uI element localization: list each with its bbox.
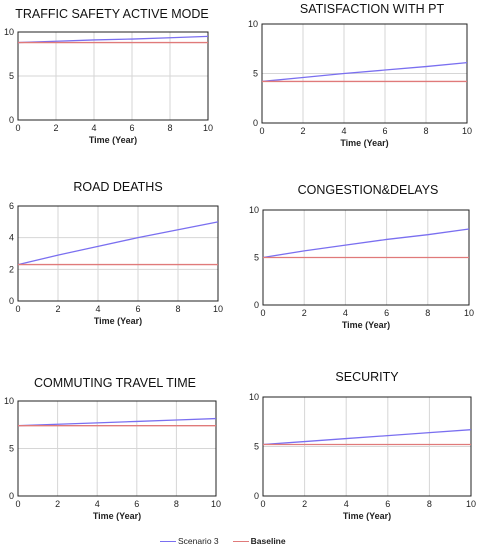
y-tick-label: 6 bbox=[9, 201, 14, 211]
x-tick-label: 0 bbox=[259, 126, 264, 136]
y-tick-label: 5 bbox=[254, 442, 259, 452]
y-tick-label: 0 bbox=[253, 118, 258, 128]
legend-swatch-scenario bbox=[160, 540, 176, 542]
chart-6: 0 2 4 6 8 10 0 5 10 Time (Year) bbox=[249, 392, 476, 521]
y-tick-label: 10 bbox=[249, 392, 259, 402]
chart-title: ROAD DEATHS bbox=[73, 180, 163, 194]
x-tick-label: 4 bbox=[95, 499, 100, 509]
x-tick-label: 4 bbox=[91, 123, 96, 133]
chart-2: 0 2 4 6 8 10 0 5 10 Time (Year) bbox=[248, 19, 472, 148]
y-tick-label: 5 bbox=[9, 71, 14, 81]
y-tick-label: 0 bbox=[9, 296, 14, 306]
x-tick-label: 4 bbox=[95, 304, 100, 314]
x-tick-label: 8 bbox=[174, 499, 179, 509]
plot-frame bbox=[262, 396, 472, 497]
series-line-scenario bbox=[262, 228, 470, 259]
plot-frame bbox=[17, 31, 209, 121]
x-tick-label: 0 bbox=[15, 123, 20, 133]
x-tick-label: 0 bbox=[260, 499, 265, 509]
x-tick-label: 4 bbox=[343, 308, 348, 318]
y-tick-label: 10 bbox=[249, 205, 259, 215]
x-axis-label: Time (Year) bbox=[340, 138, 388, 148]
x-tick-label: 10 bbox=[462, 126, 472, 136]
x-tick-label: 10 bbox=[203, 123, 213, 133]
y-tick-label: 2 bbox=[9, 264, 14, 274]
chart-title: SATISFACTION WITH PT bbox=[299, 2, 445, 16]
x-tick-label: 2 bbox=[302, 499, 307, 509]
x-tick-label: 8 bbox=[175, 304, 180, 314]
plot-frame bbox=[261, 23, 468, 124]
y-tick-label: 5 bbox=[9, 444, 14, 454]
x-tick-label: 6 bbox=[129, 123, 134, 133]
x-tick-label: 8 bbox=[425, 308, 430, 318]
legend: Scenario 3 Baseline bbox=[160, 534, 300, 548]
y-tick-label: 0 bbox=[9, 491, 14, 501]
y-tick-label: 5 bbox=[254, 253, 259, 263]
plot-frame bbox=[17, 400, 217, 497]
chart-4: 0 2 4 6 8 10 0 5 10 Time (Year) bbox=[249, 205, 474, 330]
x-tick-label: 6 bbox=[385, 499, 390, 509]
x-tick-label: 10 bbox=[211, 499, 221, 509]
x-axis-label: Time (Year) bbox=[94, 316, 142, 326]
chart-title: TRAFFIC SAFETY ACTIVE MODE bbox=[15, 7, 209, 21]
legend-label-baseline: Baseline bbox=[250, 536, 286, 546]
x-axis-label: Time (Year) bbox=[93, 511, 141, 521]
y-tick-label: 10 bbox=[248, 19, 258, 29]
x-tick-label: 0 bbox=[260, 308, 265, 318]
series-line-scenario bbox=[17, 417, 217, 427]
x-tick-label: 2 bbox=[55, 499, 60, 509]
x-tick-label: 0 bbox=[15, 499, 20, 509]
x-tick-label: 10 bbox=[464, 308, 474, 318]
x-tick-label: 6 bbox=[134, 499, 139, 509]
legend-swatch-baseline bbox=[232, 540, 249, 542]
series-line-scenario bbox=[17, 221, 219, 266]
chart-title: COMMUTING TRAVEL TIME bbox=[33, 376, 197, 390]
y-tick-label: 4 bbox=[9, 233, 14, 243]
x-axis-label: Time (Year) bbox=[342, 320, 390, 330]
x-tick-label: 2 bbox=[300, 126, 305, 136]
x-axis-label: Time (Year) bbox=[343, 511, 391, 521]
y-tick-label: 0 bbox=[9, 115, 14, 125]
y-tick-label: 5 bbox=[253, 69, 258, 79]
legend-label-scenario: Scenario 3 bbox=[178, 536, 219, 546]
x-tick-label: 6 bbox=[384, 308, 389, 318]
chart-3: 0 2 4 6 8 10 0 2 4 6 Time (Year) bbox=[9, 201, 223, 326]
legend-item-scenario: Scenario 3 bbox=[160, 536, 219, 546]
x-tick-label: 10 bbox=[213, 304, 223, 314]
x-tick-label: 2 bbox=[55, 304, 60, 314]
series-line-scenario bbox=[262, 429, 472, 446]
x-tick-label: 10 bbox=[466, 499, 476, 509]
chart-1: 0 2 4 6 8 10 0 5 10 Time (Year) bbox=[4, 27, 213, 145]
series-line-scenario bbox=[17, 35, 209, 44]
chart-title: SECURITY bbox=[335, 370, 399, 384]
y-tick-label: 0 bbox=[254, 491, 259, 501]
x-tick-label: 2 bbox=[302, 308, 307, 318]
y-tick-label: 0 bbox=[254, 300, 259, 310]
x-tick-label: 8 bbox=[423, 126, 428, 136]
x-tick-label: 0 bbox=[15, 304, 20, 314]
chart-5: 0 2 4 6 8 10 0 5 10 Time (Year) bbox=[4, 396, 221, 521]
y-tick-label: 10 bbox=[4, 27, 14, 37]
legend-item-baseline: Baseline bbox=[232, 536, 286, 546]
x-tick-label: 2 bbox=[53, 123, 58, 133]
x-tick-label: 8 bbox=[167, 123, 172, 133]
chart-title: CONGESTION&DELAYS bbox=[297, 183, 439, 197]
x-tick-label: 8 bbox=[427, 499, 432, 509]
y-tick-label: 10 bbox=[4, 396, 14, 406]
x-tick-label: 4 bbox=[341, 126, 346, 136]
x-axis-label: Time (Year) bbox=[89, 135, 137, 145]
x-tick-label: 6 bbox=[135, 304, 140, 314]
plot-frame bbox=[17, 205, 219, 302]
x-tick-label: 6 bbox=[382, 126, 387, 136]
x-tick-label: 4 bbox=[344, 499, 349, 509]
series-line-scenario bbox=[261, 61, 468, 83]
